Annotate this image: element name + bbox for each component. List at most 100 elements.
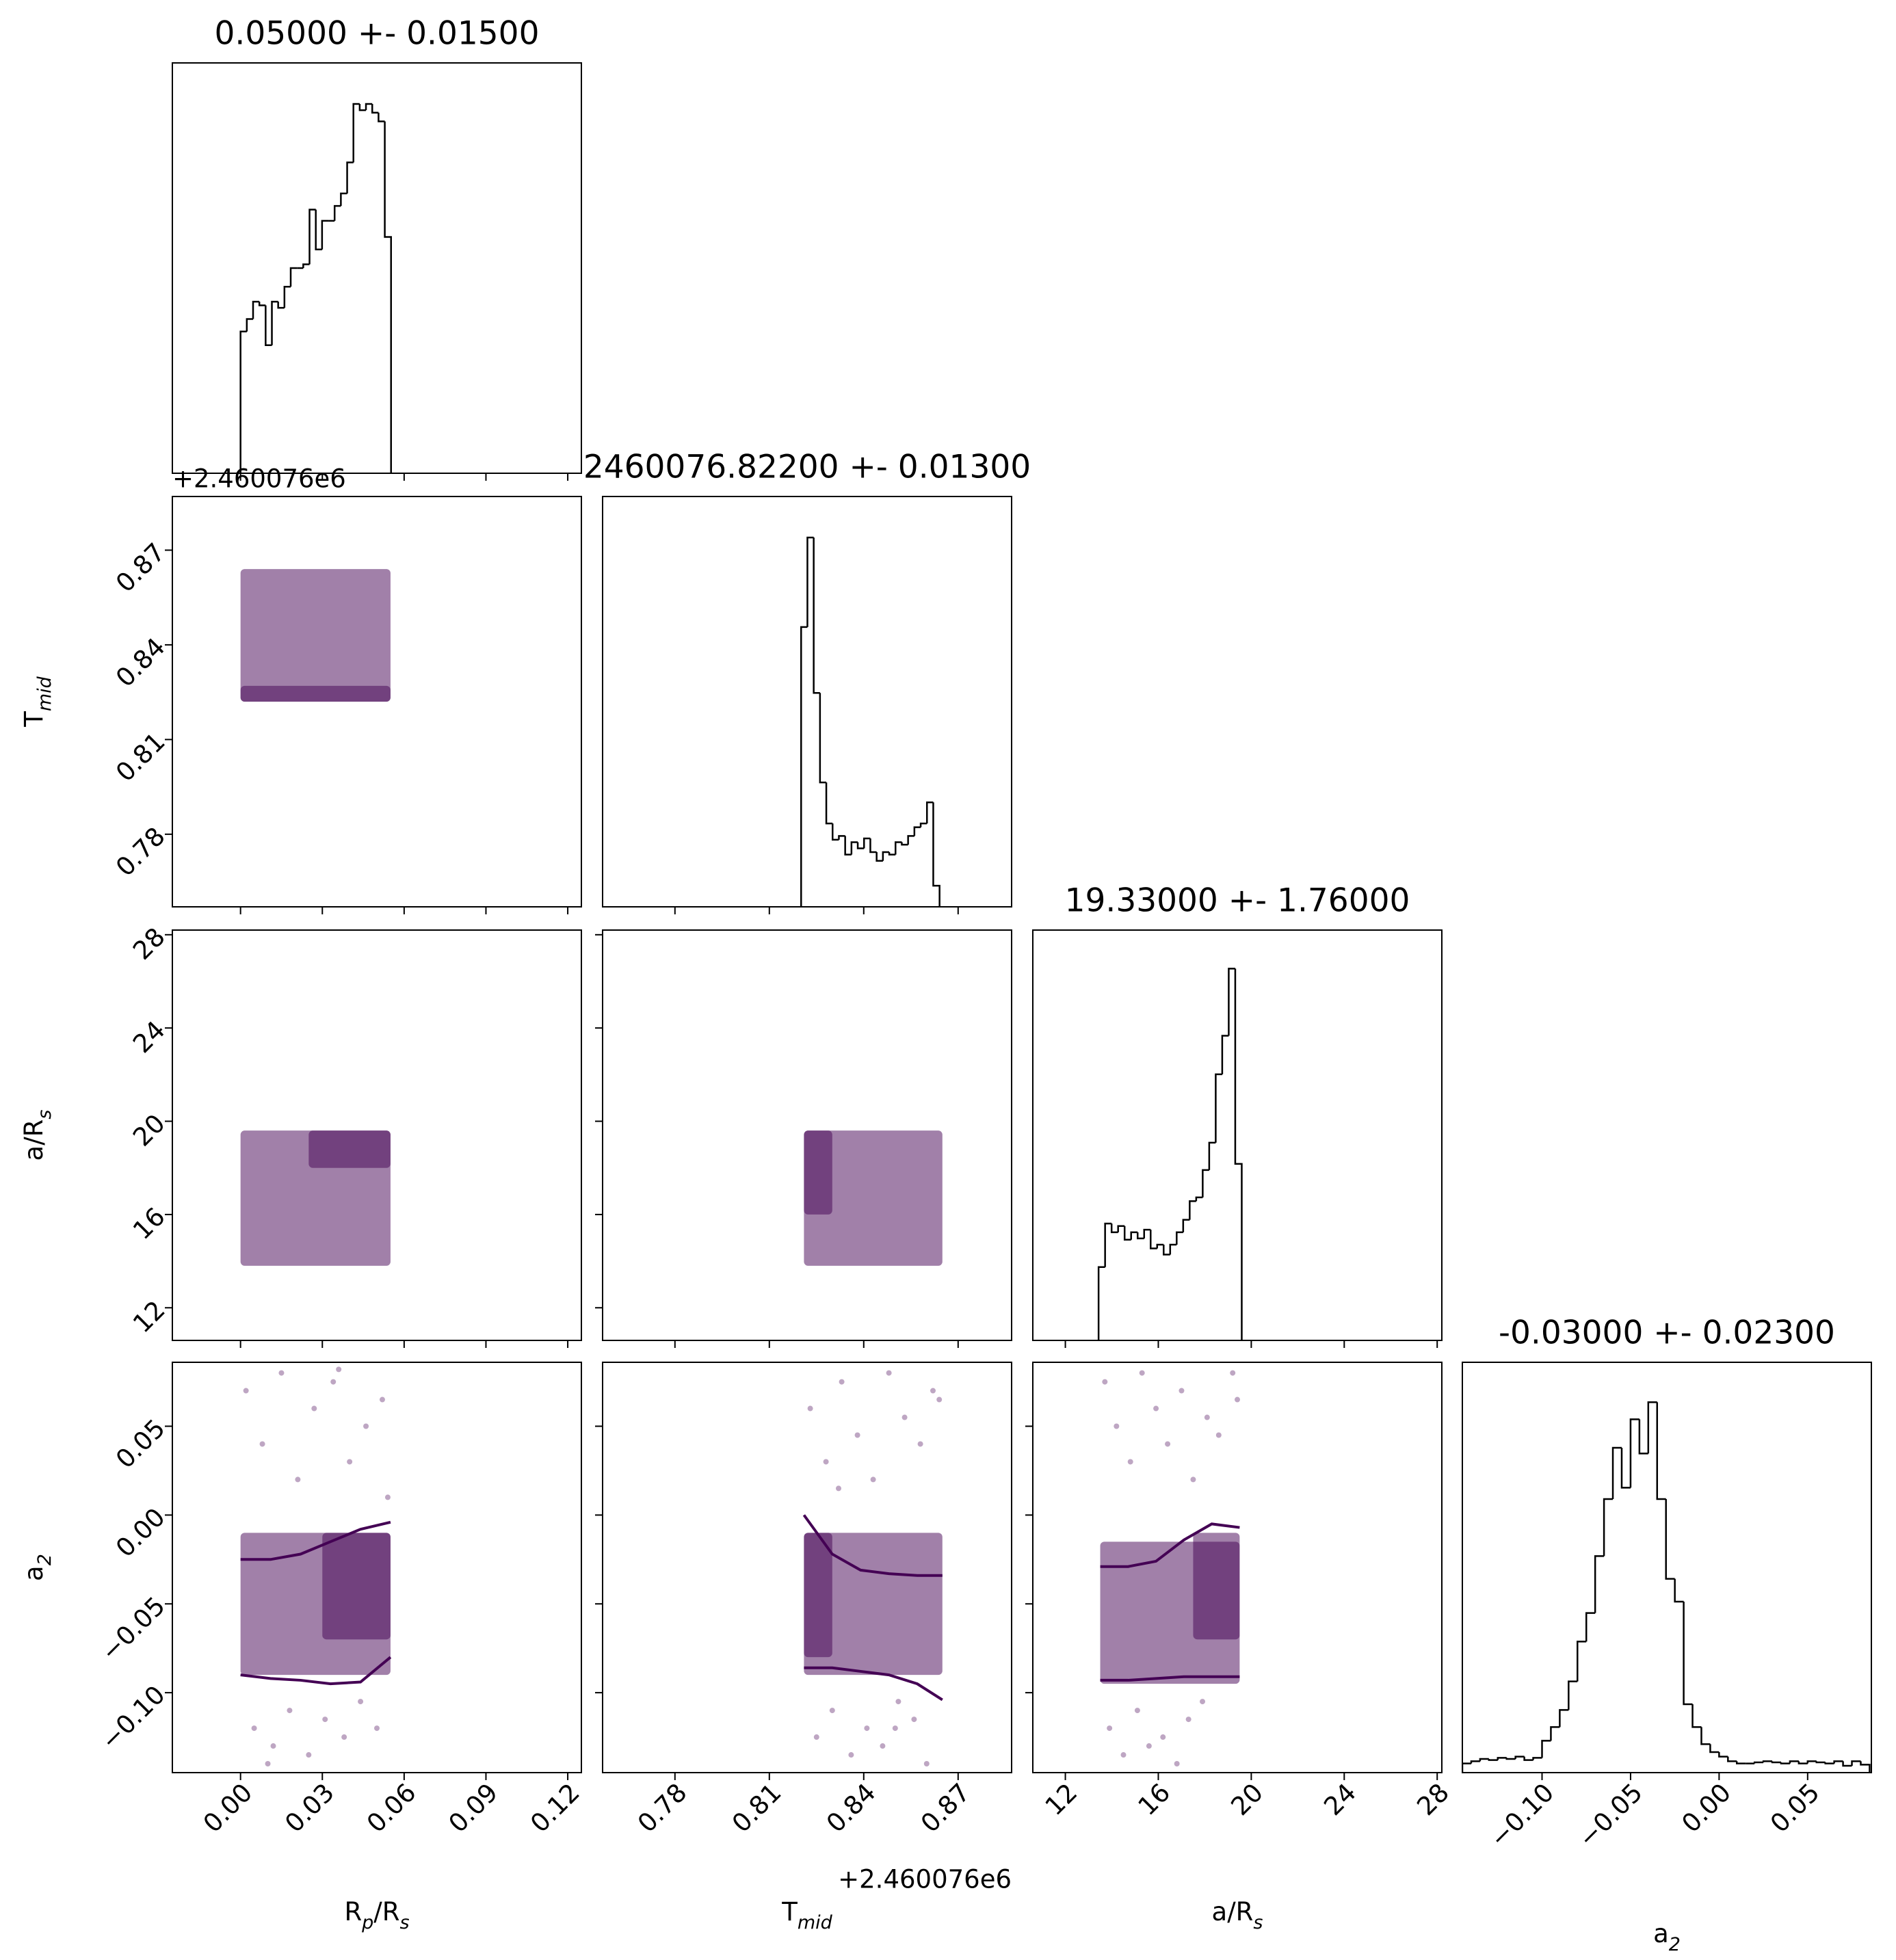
histogram-step [1182, 1219, 1190, 1232]
histogram-step [265, 305, 272, 346]
panel-title: 0.05000 +- 0.01500 [215, 15, 540, 53]
histogram-step [252, 300, 260, 319]
scatter-point [1174, 1761, 1180, 1767]
histogram-step [838, 835, 845, 840]
y-offset: +2.460076e6 [172, 464, 346, 494]
scatter-point [923, 1761, 930, 1767]
scatter-point [886, 1370, 892, 1376]
label-part: T [781, 1897, 798, 1926]
histogram-step [315, 209, 322, 250]
histogram-step [1189, 1200, 1196, 1220]
histogram-step [333, 204, 341, 221]
scatter-point [295, 1476, 301, 1483]
y-label: a2 [19, 1554, 56, 1581]
histogram-step [806, 536, 814, 627]
scatter-point [379, 1396, 385, 1403]
histogram-step [819, 693, 827, 784]
scatter-point [813, 1734, 819, 1740]
label-part: T [19, 711, 49, 728]
scatter-point [936, 1396, 943, 1403]
histogram-step [302, 263, 310, 268]
histogram-step [1665, 1499, 1675, 1580]
histogram-step [1202, 1169, 1209, 1197]
histogram-step [1860, 1761, 1871, 1773]
plot-area [804, 1130, 943, 1266]
scatter-point [341, 1734, 347, 1740]
scatter-point [1139, 1370, 1145, 1376]
histogram-step [1585, 1612, 1596, 1642]
scatter-point [807, 1405, 813, 1412]
scatter-point [895, 1699, 901, 1705]
histogram-step [1798, 1761, 1808, 1764]
histogram-step [1208, 1141, 1216, 1170]
density-region [308, 1130, 391, 1168]
scatter-point [311, 1405, 317, 1412]
histogram-step [246, 318, 254, 332]
scatter-point [901, 1414, 908, 1420]
histogram-step [1104, 1222, 1112, 1267]
scatter-point [265, 1761, 271, 1767]
label-part: a/R [19, 1120, 49, 1161]
histogram-step [1532, 1757, 1542, 1760]
histogram-step [1647, 1401, 1657, 1454]
histogram-step [1110, 1223, 1118, 1234]
histogram-step [926, 802, 934, 824]
histogram-step [1234, 968, 1243, 1340]
scatter-point [1127, 1459, 1133, 1465]
x-label: a/Rs [1212, 1897, 1263, 1934]
histogram-step [825, 782, 833, 825]
histogram-step [1691, 1704, 1702, 1728]
scatter-point [251, 1725, 257, 1732]
axes-frame [602, 1362, 1012, 1773]
scatter-point [287, 1708, 293, 1714]
scatter-point [259, 1441, 265, 1447]
scatter-point [270, 1743, 276, 1749]
histogram-step [352, 103, 360, 163]
scatter-point [1235, 1396, 1240, 1403]
scatter-point [917, 1441, 923, 1447]
quantile-line [1100, 1675, 1240, 1682]
histogram-step [1842, 1761, 1852, 1767]
scatter-point [322, 1717, 328, 1723]
label-part: /R [373, 1897, 399, 1926]
plot-area [1097, 968, 1243, 1340]
histogram-step [283, 286, 291, 308]
histogram-step [1780, 1762, 1790, 1764]
histogram-step [1629, 1418, 1640, 1488]
histogram-step [919, 822, 927, 827]
quantile-line [804, 1666, 943, 1701]
histogram-step [1806, 1760, 1817, 1764]
histogram-step [277, 302, 285, 309]
axes-frame [172, 929, 582, 1341]
scatter-point [1215, 1432, 1222, 1438]
histogram-step [1753, 1761, 1764, 1764]
histogram-step [1611, 1446, 1622, 1499]
axes-frame [1032, 1362, 1443, 1773]
histogram-step [1150, 1230, 1157, 1249]
y-label: a/Rs [19, 1110, 56, 1161]
histogram-step [1462, 1762, 1471, 1773]
histogram-step [932, 802, 940, 907]
scatter-point [1179, 1388, 1185, 1394]
histogram-step [1824, 1762, 1834, 1764]
panel: 19.33000 +- 1.76000 [1032, 882, 1443, 1348]
histogram-step [1656, 1402, 1666, 1500]
scatter-point [1120, 1752, 1127, 1758]
axes-frame [1032, 929, 1443, 1341]
panel [595, 929, 1012, 1348]
histogram-step [813, 538, 820, 694]
axes-frame [172, 62, 582, 474]
density-region [804, 1533, 832, 1658]
plot-area [239, 103, 392, 473]
histogram-step [1638, 1419, 1648, 1455]
x-label: Tmid [781, 1897, 832, 1934]
density-region [240, 569, 391, 702]
scatter-point [347, 1459, 353, 1465]
x-label: Rp/Rs [344, 1897, 409, 1934]
label-part: s [1253, 1912, 1263, 1933]
label-part: s [34, 1110, 55, 1120]
histogram-step [1163, 1245, 1170, 1256]
histogram-step [371, 104, 379, 114]
